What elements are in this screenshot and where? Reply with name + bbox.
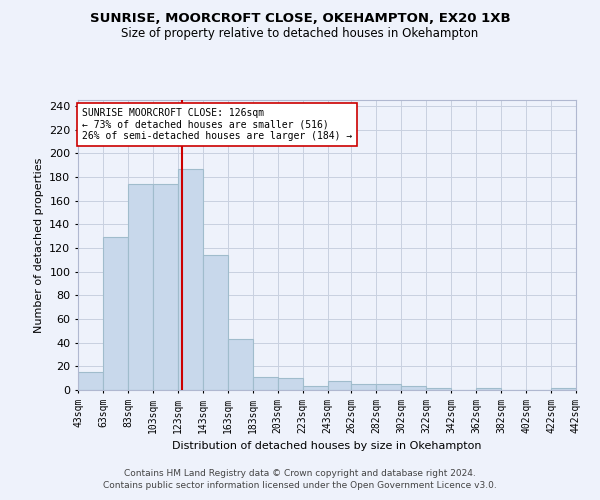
Bar — [253, 377, 278, 390]
Bar — [376, 384, 401, 390]
Text: Size of property relative to detached houses in Okehampton: Size of property relative to detached ho… — [121, 28, 479, 40]
Bar — [426, 388, 451, 390]
Bar — [551, 388, 576, 390]
Text: SUNRISE, MOORCROFT CLOSE, OKEHAMPTON, EX20 1XB: SUNRISE, MOORCROFT CLOSE, OKEHAMPTON, EX… — [89, 12, 511, 26]
Bar — [128, 184, 153, 390]
Bar — [302, 386, 328, 390]
Bar — [278, 378, 302, 390]
Bar — [153, 184, 178, 390]
X-axis label: Distribution of detached houses by size in Okehampton: Distribution of detached houses by size … — [172, 441, 482, 451]
Text: SUNRISE MOORCROFT CLOSE: 126sqm
← 73% of detached houses are smaller (516)
26% o: SUNRISE MOORCROFT CLOSE: 126sqm ← 73% of… — [82, 108, 352, 142]
Bar — [328, 380, 352, 390]
Bar — [103, 238, 128, 390]
Bar — [401, 386, 426, 390]
Bar — [203, 255, 228, 390]
Bar — [228, 339, 253, 390]
Bar — [178, 168, 203, 390]
Bar — [78, 372, 103, 390]
Text: Contains HM Land Registry data © Crown copyright and database right 2024.
Contai: Contains HM Land Registry data © Crown c… — [103, 468, 497, 490]
Y-axis label: Number of detached properties: Number of detached properties — [34, 158, 44, 332]
Bar — [476, 388, 501, 390]
Bar — [352, 384, 376, 390]
